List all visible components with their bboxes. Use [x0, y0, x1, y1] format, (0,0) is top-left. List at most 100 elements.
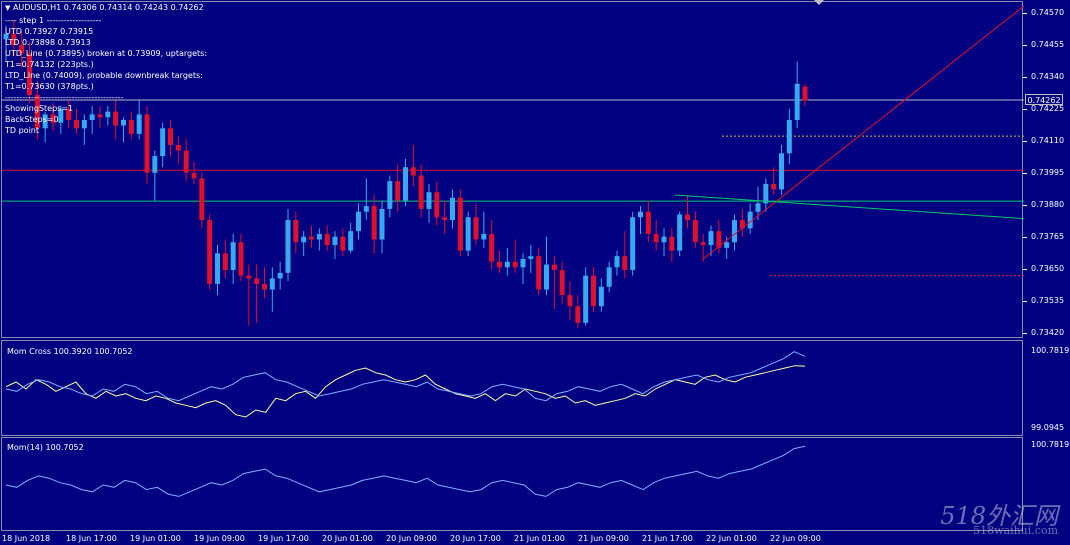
price-tick [1023, 269, 1027, 271]
chart-shift-marker-icon[interactable] [814, 0, 824, 5]
dropdown-triangle-icon[interactable]: ▼ [5, 4, 11, 12]
candle [528, 245, 534, 273]
candle [606, 261, 612, 293]
candle [544, 236, 549, 296]
price-tick [1023, 13, 1027, 15]
candle [58, 106, 64, 134]
time-tick-label: 22 Jun 09:00 [770, 534, 821, 543]
time-tick-label: 21 Jun 01:00 [514, 534, 565, 543]
price-tick-label: 0.73995 [1031, 168, 1065, 178]
candle [316, 228, 322, 251]
price-tick [1023, 173, 1027, 175]
overlay-line: BackSteps=0 [5, 115, 59, 124]
candle [591, 267, 596, 312]
candle [371, 195, 377, 254]
uptrend-line[interactable] [702, 5, 1025, 260]
price-tick-label: 0.74225 [1031, 104, 1065, 114]
candle [465, 211, 471, 257]
candle [222, 239, 228, 279]
candle [739, 208, 745, 237]
main-chart-pane[interactable] [1, 1, 1025, 339]
mom14-title: Mom(14) 100.7052 [7, 443, 84, 452]
candle [559, 261, 565, 304]
overlay-line: UTD 0.73927 0.73915 [5, 27, 94, 36]
overlay-line: ---- step 1 ------------------- [5, 16, 102, 25]
overlay-line: UTD_Line (0.73895) broken at 0.73909, up… [5, 49, 208, 58]
candle [89, 106, 95, 134]
candle [97, 106, 103, 129]
candle [301, 231, 307, 257]
candle [254, 264, 260, 323]
candle [238, 233, 244, 282]
candle [356, 203, 361, 240]
candle [128, 111, 134, 140]
candle [669, 228, 675, 262]
indicator-series-line [5, 351, 806, 402]
candle [215, 245, 220, 296]
candle [708, 225, 714, 257]
candle [207, 214, 213, 290]
candle [700, 233, 706, 262]
candle [175, 136, 181, 165]
candle [434, 181, 440, 226]
candle [324, 225, 330, 251]
price-tick [1023, 237, 1027, 239]
time-tick-label: 18 Jun 17:00 [66, 534, 117, 543]
candle [489, 220, 495, 271]
mom14-chart [5, 445, 806, 497]
candle [277, 261, 283, 290]
candle [426, 183, 432, 223]
price-tick [1023, 333, 1027, 334]
price-tick [1023, 141, 1027, 143]
candle [794, 61, 800, 129]
mom-cross-axis-top: 100.7819 [1031, 346, 1070, 355]
candle [536, 247, 542, 296]
price-tick [1023, 77, 1027, 79]
price-tick [1023, 301, 1027, 303]
candle [677, 211, 683, 257]
mom14-pane[interactable] [1, 437, 1023, 531]
candle [348, 222, 354, 254]
candle [379, 200, 385, 254]
candle [747, 203, 753, 234]
candle [183, 139, 189, 182]
time-tick-label: 20 Jun 09:00 [386, 534, 437, 543]
candle [66, 100, 72, 129]
candle [269, 267, 275, 312]
price-tick-label: 0.74110 [1031, 136, 1065, 146]
candle [395, 164, 401, 212]
downtrend-line[interactable] [674, 194, 1025, 220]
candle [387, 175, 393, 218]
candle [802, 83, 808, 107]
candle [567, 281, 573, 321]
candle [363, 178, 369, 221]
candle [121, 117, 126, 143]
candle [199, 172, 205, 229]
candle [3, 25, 9, 62]
price-tick-label: 0.73420 [1031, 328, 1065, 337]
price-tick [1023, 205, 1027, 207]
candle [457, 189, 463, 257]
candle [293, 211, 299, 254]
price-tick-label: 0.73535 [1031, 296, 1065, 306]
candle [598, 278, 604, 312]
time-tick-label: 19 Jun 01:00 [130, 534, 181, 543]
time-tick-label: 19 Jun 17:00 [258, 534, 309, 543]
candle [136, 100, 142, 140]
candle [11, 19, 17, 57]
candle [771, 167, 777, 196]
price-tick-label: 0.74455 [1031, 40, 1065, 50]
indicator-series-line [5, 365, 806, 418]
candle [614, 250, 620, 276]
current-price-label: 0.74262 [1025, 93, 1063, 105]
candle [716, 220, 722, 254]
candlestick-chart[interactable] [2, 2, 1025, 339]
candle [19, 31, 25, 68]
time-tick-label: 18 Jun 2018 [2, 534, 51, 543]
price-tick-label: 0.74570 [1031, 8, 1065, 18]
overlay-line: T1=0.73630 (378pts.) [5, 82, 94, 91]
candle [160, 122, 166, 168]
candle [630, 211, 636, 276]
mom-cross-title: Mom Cross 100.3920 100.7052 [7, 347, 133, 356]
mom-cross-pane[interactable] [1, 340, 1023, 436]
